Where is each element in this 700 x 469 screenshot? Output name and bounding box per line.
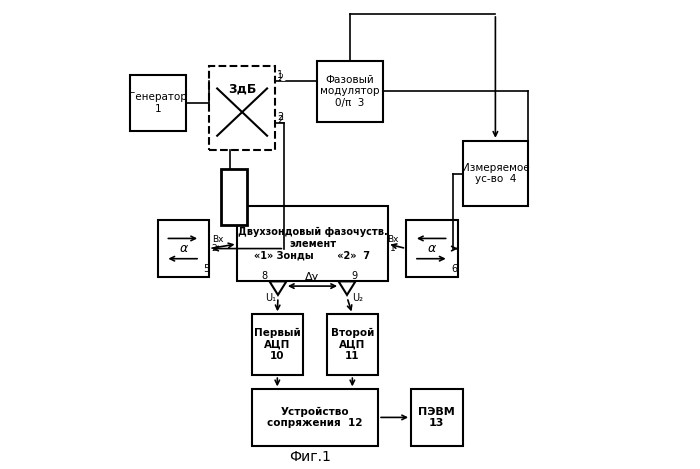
Bar [317, 61, 383, 122]
Text: Вх: Вх [211, 234, 223, 243]
Bar [406, 220, 458, 277]
Text: 1: 1 [390, 244, 395, 253]
Text: Фазовый
модулятор
0/π  3: Фазовый модулятор 0/π 3 [321, 75, 379, 108]
Text: 6: 6 [452, 264, 458, 274]
Bar [326, 314, 378, 375]
Text: 2: 2 [276, 112, 283, 122]
Text: Второй
АЦП
11: Второй АЦП 11 [330, 328, 374, 361]
Bar [411, 389, 463, 446]
Text: Фиг.1: Фиг.1 [289, 450, 331, 464]
Text: 2: 2 [277, 115, 284, 125]
Bar [221, 169, 247, 225]
Text: U₂: U₂ [351, 293, 363, 303]
Bar [130, 75, 186, 131]
Text: U₁: U₁ [265, 293, 276, 303]
Bar [158, 220, 209, 277]
Text: ПЭВМ
13: ПЭВМ 13 [419, 407, 455, 428]
Bar [251, 389, 378, 446]
Text: Генератор
1: Генератор 1 [129, 92, 187, 114]
Text: 1: 1 [276, 69, 283, 80]
Bar [209, 66, 275, 150]
Bar [251, 314, 303, 375]
Text: 2: 2 [277, 73, 284, 83]
Text: Двухзондовый фазочуств.
элемент
«1» Зонды       «2»  7: Двухзондовый фазочуств. элемент «1» Зонд… [237, 227, 387, 260]
Text: 3дБ: 3дБ [228, 83, 256, 96]
Text: Устройство
сопряжения  12: Устройство сопряжения 12 [267, 407, 363, 428]
Text: Δγ: Δγ [305, 272, 320, 282]
Text: Первый
АЦП
10: Первый АЦП 10 [254, 328, 301, 361]
Polygon shape [339, 281, 356, 295]
Text: 1: 1 [277, 73, 286, 83]
Text: 2: 2 [211, 244, 217, 253]
Text: Измеряемое
ус-во  4: Измеряемое ус-во 4 [461, 163, 529, 184]
Text: 8: 8 [262, 271, 267, 281]
Text: 5: 5 [203, 264, 209, 274]
Polygon shape [270, 281, 286, 295]
Text: α: α [179, 242, 188, 255]
Text: 9: 9 [351, 271, 358, 281]
Bar [463, 141, 528, 206]
Bar [237, 206, 388, 281]
Text: α: α [428, 242, 436, 255]
Text: Вх: Вх [388, 234, 399, 243]
